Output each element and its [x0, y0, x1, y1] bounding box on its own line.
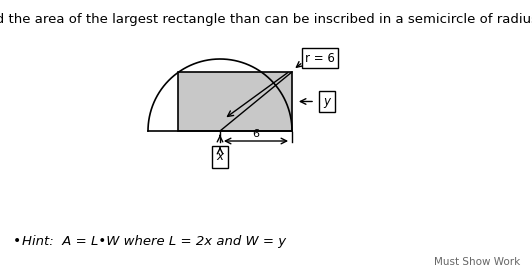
Text: x: x	[217, 150, 223, 164]
Text: Find the area of the largest rectangle than can be inscribed in a semicircle of : Find the area of the largest rectangle t…	[0, 13, 532, 26]
Text: Must Show Work: Must Show Work	[434, 257, 520, 267]
Bar	[178, 72, 292, 131]
Text: •: •	[13, 234, 21, 248]
Text: 6: 6	[253, 129, 260, 138]
Text: r = 6: r = 6	[305, 52, 335, 64]
Text: Hint:  A = L•W where L = 2x and W = y: Hint: A = L•W where L = 2x and W = y	[22, 235, 286, 248]
Text: y: y	[323, 95, 330, 108]
